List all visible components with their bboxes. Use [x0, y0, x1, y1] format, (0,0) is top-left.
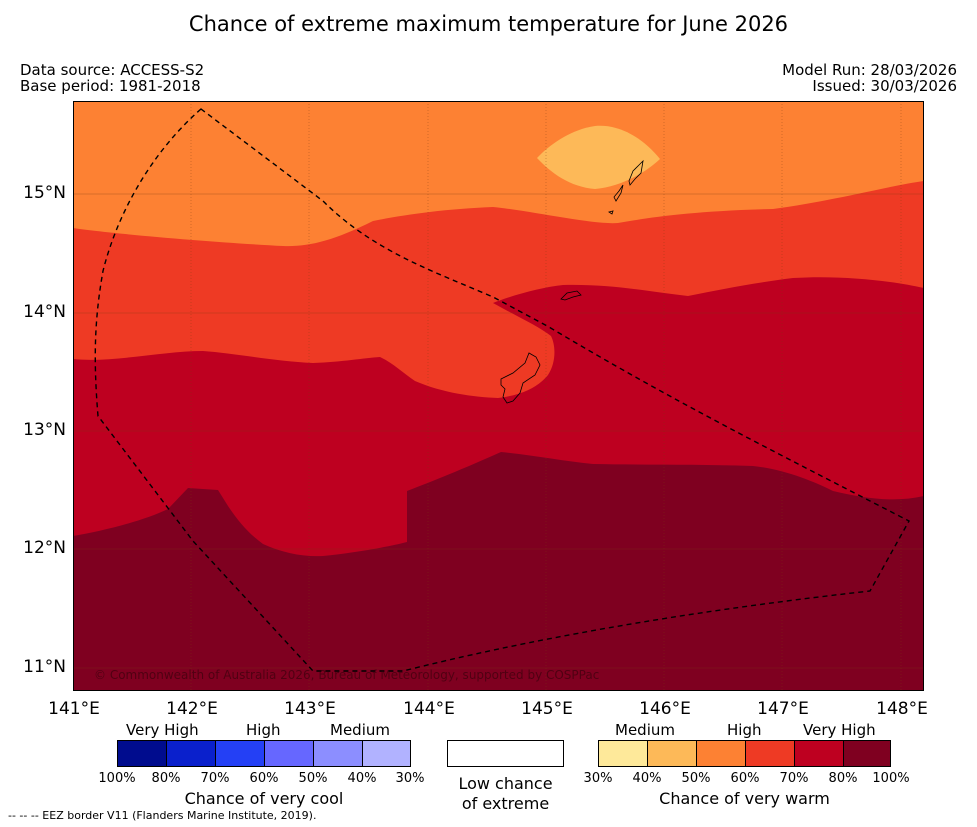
cool-tick-100: 100% [98, 771, 136, 786]
model-run: Model Run: 28/03/2026 [782, 61, 957, 79]
cool-cat-medium: Medium [330, 721, 390, 739]
islands [500, 159, 644, 404]
warm-tick-30: 30% [583, 771, 613, 786]
cool-tick-80: 80% [151, 771, 181, 786]
cool-tick-30: 30% [395, 771, 425, 786]
cool-tick-60: 60% [249, 771, 279, 786]
base-period: Base period: 1981-2018 [20, 77, 201, 95]
cool-cat-very-high: Very High [126, 721, 199, 739]
low-chance-swatch [447, 740, 564, 767]
warm-tick-50: 50% [681, 771, 711, 786]
run-info: Model Run: 28/03/2026 Issued: 30/03/2026 [782, 62, 957, 94]
lat-label-14n: 14°N [23, 302, 66, 322]
lon-label-142e: 142°E [166, 699, 218, 719]
warm-caption: Chance of very warm [659, 789, 830, 808]
lat-label-11n: 11°N [23, 657, 66, 677]
lon-label-147e: 147°E [757, 699, 809, 719]
cool-caption: Chance of very cool [184, 789, 344, 808]
warm-cat-high: High [727, 721, 762, 739]
warm-swatch-5 [794, 740, 844, 767]
cool-cat-high: High [246, 721, 281, 739]
warm-tick-100: 100% [872, 771, 910, 786]
lon-label-148e: 148°E [876, 699, 928, 719]
chart-title: Chance of extreme maximum temperature fo… [188, 12, 789, 36]
warm-tick-80: 80% [828, 771, 858, 786]
warm-tick-60: 60% [730, 771, 760, 786]
warm-tick-70: 70% [779, 771, 809, 786]
warm-swatch-2 [647, 740, 697, 767]
lon-label-143e: 143°E [284, 699, 336, 719]
warm-swatch-3 [696, 740, 746, 767]
cool-swatch-5 [313, 740, 363, 767]
cool-swatch-1 [117, 740, 167, 767]
cool-tick-70: 70% [200, 771, 230, 786]
cool-swatch-2 [166, 740, 216, 767]
saipan-island [628, 159, 644, 186]
low-chance-line2: of extreme [461, 794, 550, 813]
lon-label-141e: 141°E [48, 699, 100, 719]
cool-swatch-3 [215, 740, 265, 767]
lon-label-146e: 146°E [639, 699, 691, 719]
eez-footnote: -- -- -- EEZ border V11 (Flanders Marine… [8, 809, 317, 822]
low-chance-line1: Low chance [458, 774, 553, 793]
graticule [73, 101, 924, 691]
lon-label-144e: 144°E [403, 699, 455, 719]
issued-date: Issued: 30/03/2026 [812, 77, 957, 95]
lat-label-12n: 12°N [23, 538, 66, 558]
warm-tick-40: 40% [632, 771, 662, 786]
cool-tick-50: 50% [298, 771, 328, 786]
cool-swatch-6 [362, 740, 411, 767]
copyright-note: © Commonwealth of Australia 2026, Bureau… [94, 668, 599, 682]
warm-swatch-4 [745, 740, 795, 767]
guam-island [500, 352, 541, 404]
region-medium [537, 125, 660, 189]
tinian-island [613, 184, 624, 202]
lon-label-145e: 145°E [521, 699, 573, 719]
eez-border [94, 108, 910, 672]
lat-label-13n: 13°N [23, 420, 66, 440]
region-very-high-high [73, 452, 924, 691]
lat-label-15n: 15°N [23, 183, 66, 203]
warm-swatch-1 [598, 740, 648, 767]
warm-swatch-6 [843, 740, 891, 767]
cool-tick-40: 40% [347, 771, 377, 786]
rota-island [560, 290, 582, 301]
warm-cat-very-high: Very High [803, 721, 876, 739]
forecast-map: © Commonwealth of Australia 2026, Bureau… [73, 101, 924, 691]
cool-swatch-4 [264, 740, 314, 767]
data-source: Data source: ACCESS-S2 [20, 61, 205, 79]
source-info: Data source: ACCESS-S2 Base period: 1981… [20, 62, 204, 94]
low-chance-label: Low chance of extreme [440, 774, 571, 814]
warm-cat-medium: Medium [615, 721, 675, 739]
aguijan-island [608, 210, 614, 215]
map-frame [73, 101, 924, 691]
